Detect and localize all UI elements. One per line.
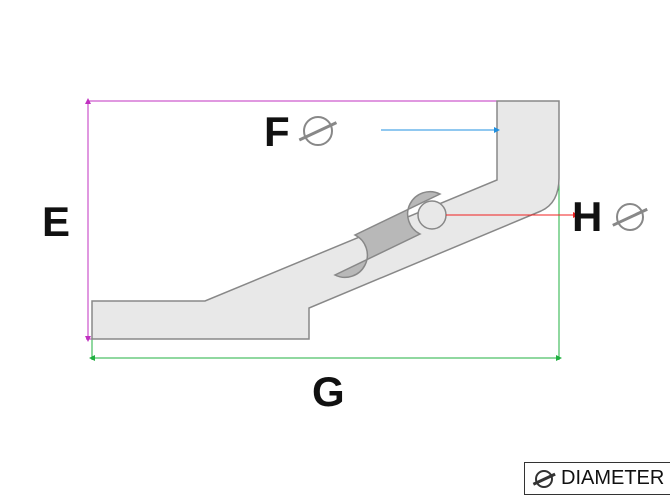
diameter-icon <box>535 470 553 488</box>
label-h-text: H <box>572 193 601 240</box>
label-g: G <box>312 368 344 416</box>
label-f: F <box>264 108 333 156</box>
diameter-icon <box>616 203 644 231</box>
label-f-text: F <box>264 108 289 155</box>
diameter-icon <box>303 116 333 146</box>
label-e-text: E <box>42 198 69 245</box>
label-g-text: G <box>312 368 344 415</box>
label-e: E <box>42 198 69 246</box>
label-h: H <box>572 193 644 241</box>
legend-text: DIAMETER <box>561 467 664 490</box>
diagram-canvas <box>0 0 670 503</box>
legend-diameter: DIAMETER <box>524 462 670 495</box>
